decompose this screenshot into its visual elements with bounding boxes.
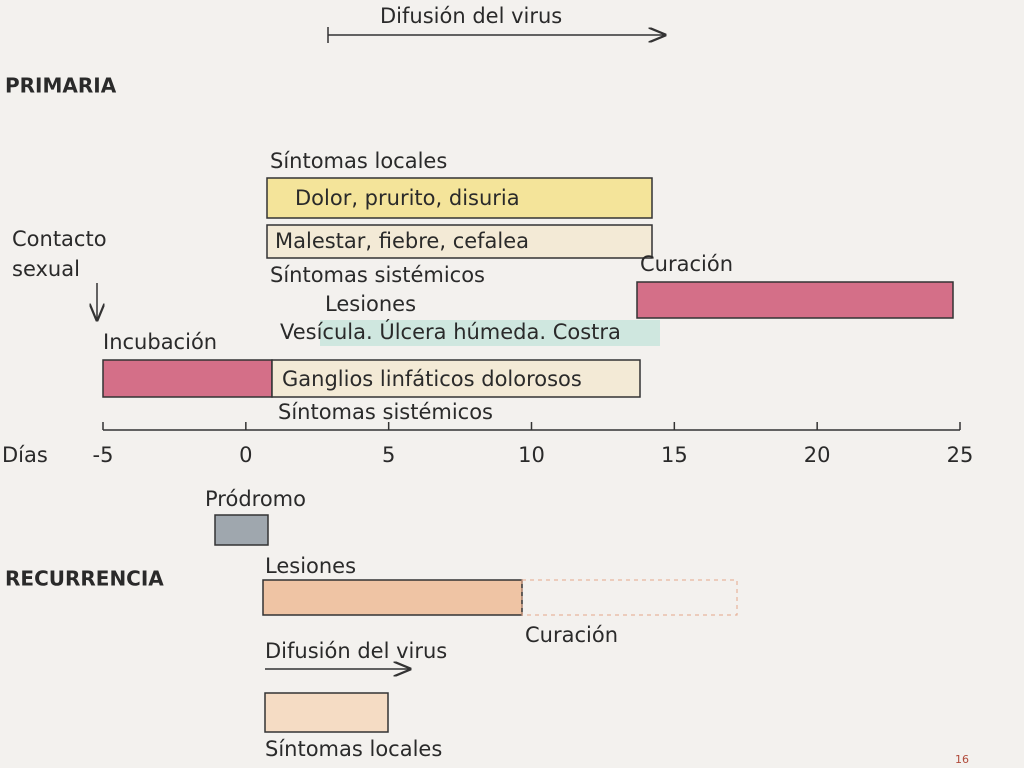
label: Síntomas locales — [270, 149, 447, 173]
tick-label: 0 — [239, 443, 252, 467]
label: Lesiones — [325, 292, 416, 316]
label: Incubación — [103, 330, 217, 354]
box — [264, 692, 389, 733]
section-title: PRIMARIA — [5, 74, 117, 98]
box — [271, 359, 641, 398]
axis-label: Días — [2, 443, 48, 467]
tick-label: 20 — [804, 443, 831, 467]
tick-label: 25 — [947, 443, 974, 467]
label: Síntomas sistémicos — [270, 263, 485, 287]
box — [102, 359, 273, 398]
box — [320, 320, 660, 346]
box — [266, 177, 653, 219]
label: Pródromo — [205, 487, 306, 511]
box-label: Malestar, fiebre, cefalea — [275, 229, 529, 253]
label: Lesiones — [265, 554, 356, 578]
box-label: Dolor, prurito, disuria — [295, 186, 520, 210]
tick-label: 5 — [382, 443, 395, 467]
label: Contacto — [12, 227, 107, 251]
box — [262, 579, 523, 616]
label: sexual — [12, 257, 80, 281]
tick-label: 15 — [661, 443, 688, 467]
tick-label: 10 — [518, 443, 545, 467]
page-number: 16 — [955, 753, 969, 766]
label: Síntomas locales — [265, 737, 442, 761]
box — [214, 514, 269, 546]
label: Vesícula. Úlcera húmeda. Costra — [280, 319, 621, 344]
box-outline — [521, 579, 738, 616]
box — [636, 281, 954, 319]
box — [266, 224, 653, 259]
label: Difusión del virus — [265, 639, 447, 663]
box-label: Ganglios linfáticos dolorosos — [282, 367, 582, 391]
tick-label: -5 — [93, 443, 114, 467]
section-title: RECURRENCIA — [5, 567, 164, 591]
label: Curación — [525, 623, 618, 647]
label: Síntomas sistémicos — [278, 400, 493, 424]
label: Curación — [640, 252, 733, 276]
title: Difusión del virus — [380, 4, 562, 28]
